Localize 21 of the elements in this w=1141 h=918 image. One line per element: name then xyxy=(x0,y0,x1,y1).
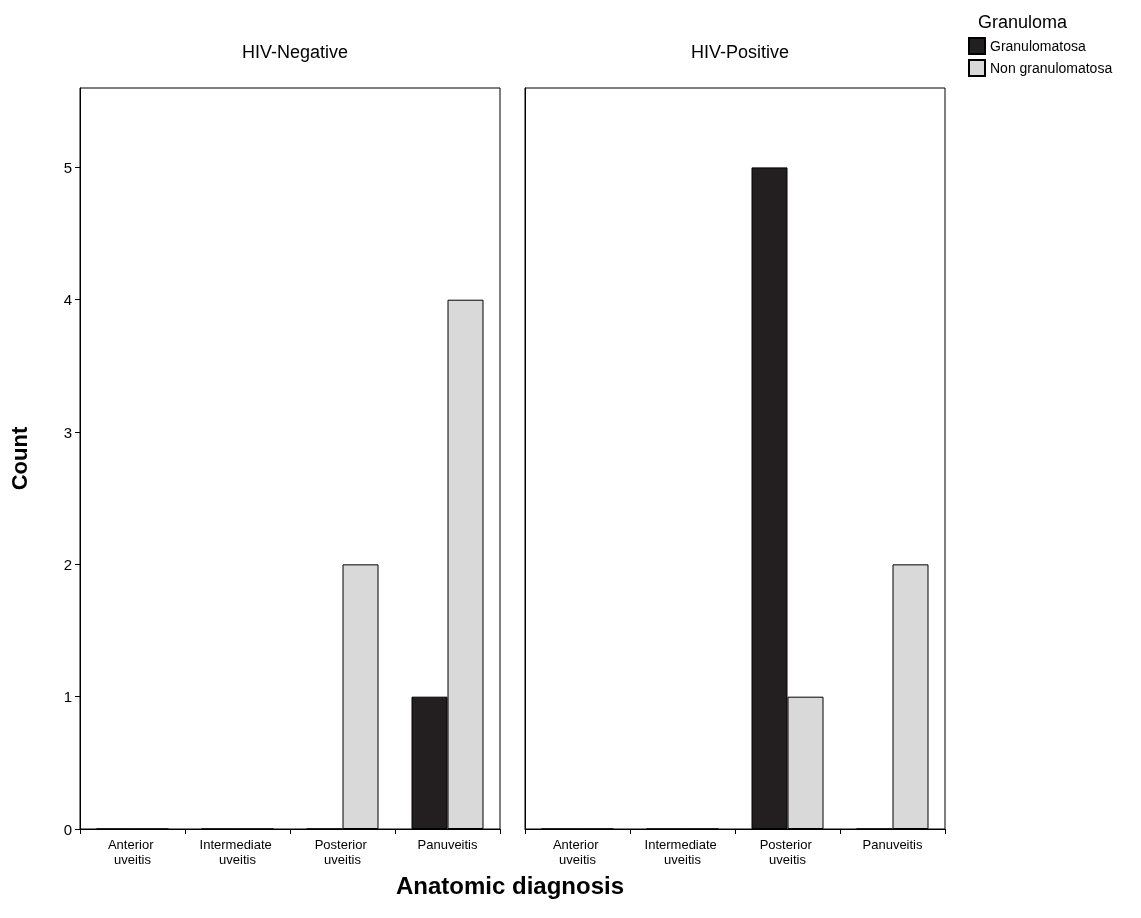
x-tick-label: Intermediate uveitis xyxy=(199,837,276,867)
x-axis-title: Anatomic diagnosis xyxy=(394,872,625,900)
y-tick-label: 3 xyxy=(63,423,72,441)
x-tick-label: Posterior uveitis xyxy=(759,837,816,867)
chart-title: HIV-Negative xyxy=(241,42,349,62)
x-tick-label: Intermediate uveitis xyxy=(644,837,721,867)
x-tick-label: Posterior uveitis xyxy=(314,837,371,867)
x-tick-label: Panuveitis xyxy=(862,837,923,852)
y-tick-label: 5 xyxy=(63,158,72,176)
x-tick-label: Anterior uveitis xyxy=(552,837,603,867)
y-tick-label: 4 xyxy=(63,291,72,309)
legend-title: Granuloma xyxy=(978,12,1069,32)
y-tick-label: 1 xyxy=(63,688,72,706)
y-axis-title: Count xyxy=(6,426,32,491)
legend-label: Granulomatosa xyxy=(990,38,1086,54)
legend-label: Non granulomatosa xyxy=(990,60,1113,76)
y-tick-label: 2 xyxy=(63,555,72,573)
y-tick-label: 0 xyxy=(63,820,72,838)
x-tick-label: Anterior uveitis xyxy=(107,837,158,867)
chart-title: HIV-Positive xyxy=(690,42,790,62)
x-tick-label: Panuveitis xyxy=(417,837,478,852)
